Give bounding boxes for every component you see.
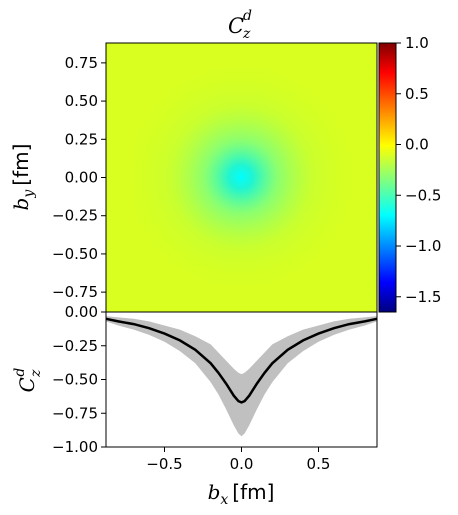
colorbar-tick-label: 0.5 — [405, 85, 429, 103]
line-y-ticks: 0.00 −0.25 −0.50 −0.75 −1.00 — [52, 303, 106, 456]
line-y-tick-label: −0.25 — [52, 337, 98, 355]
line-ylabel-sub: z — [28, 369, 44, 378]
heatmap-y-tick-label: 0.75 — [65, 54, 98, 72]
line-x-tick-label: 0.0 — [230, 455, 254, 473]
heatmap-y-tick-label: 0.50 — [65, 92, 98, 110]
xlabel-unit: [fm] — [232, 480, 274, 504]
heatmap-y-tick-label: −0.75 — [52, 283, 98, 301]
line-x-ticks: −0.5 0.0 0.5 — [146, 447, 330, 473]
heatmap-y-tick-label: 0.00 — [65, 169, 98, 187]
line-y-tick-label: −0.75 — [52, 404, 98, 422]
colorbar-tick-label: −1.0 — [405, 237, 441, 255]
line-y-label: Czd — [12, 368, 44, 393]
heatmap-y-tick-label: −0.50 — [52, 245, 98, 263]
colorbar-ticks: 1.0 0.5 0.0 −0.5 −1.0 −1.5 — [396, 34, 441, 306]
ylabel-sub: y — [21, 189, 37, 199]
heatmap-panel: 0.75 0.50 0.25 0.00 −0.25 −0.50 −0.75 — [52, 42, 378, 313]
colorbar: 1.0 0.5 0.0 −0.5 −1.0 −1.5 — [378, 34, 441, 313]
title-sub: z — [242, 26, 251, 42]
line-panel: 0.00 −0.25 −0.50 −0.75 −1.00 −0.5 0.0 0.5 — [52, 303, 378, 473]
uncertainty-band — [106, 316, 377, 437]
line-x-label: bx [fm] — [208, 480, 275, 508]
colorbar-tick-label: −0.5 — [405, 186, 441, 204]
line-y-tick-label: −1.00 — [52, 438, 98, 456]
line-x-tick-label: 0.5 — [307, 455, 331, 473]
line-y-tick-label: −0.50 — [52, 371, 98, 389]
heatmap-y-tick-label: 0.25 — [65, 130, 98, 148]
line-ylabel-base: C — [15, 377, 39, 392]
ylabel-unit: [fm] — [9, 144, 33, 186]
title-sup: d — [243, 8, 252, 24]
colorbar-tick-label: −1.5 — [405, 288, 441, 306]
xlabel-base: b — [208, 480, 221, 504]
xlabel-sub: x — [220, 492, 228, 508]
line-x-tick-label: −0.5 — [146, 455, 182, 473]
line-ylabel-sup: d — [12, 368, 28, 377]
mean-line — [105, 317, 378, 404]
line-y-tick-label: 0.00 — [65, 303, 98, 321]
title-base: C — [228, 14, 244, 38]
colorbar-tick-label: 1.0 — [405, 34, 429, 52]
chart-title: C z d — [228, 8, 252, 42]
svg-text:bx[fm]: bx [fm] — [208, 480, 275, 508]
svg-text:by[fm]: by [fm] — [9, 144, 37, 211]
colorbar-tick-label: 0.0 — [405, 136, 429, 154]
heatmap-y-label: by [fm] — [9, 144, 37, 211]
heatmap-y-ticks: 0.75 0.50 0.25 0.00 −0.25 −0.50 −0.75 — [52, 54, 106, 301]
heatmap-center-blob — [121, 57, 361, 297]
heatmap-y-tick-label: −0.25 — [52, 207, 98, 225]
ylabel-base: b — [9, 198, 33, 211]
colorbar-gradient — [378, 42, 397, 313]
svg-text:Czd: Czd — [12, 368, 44, 393]
